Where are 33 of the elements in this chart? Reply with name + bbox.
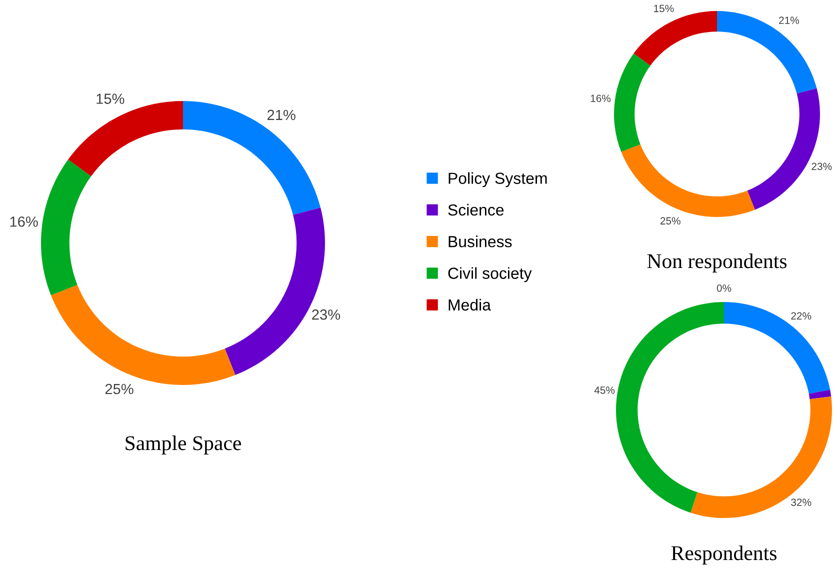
donut-slice [690, 396, 832, 518]
donut-slice [634, 11, 717, 66]
donut-slice [50, 284, 236, 385]
legend-label: Media [448, 298, 491, 311]
donut-slice [808, 390, 832, 400]
donut-slice [717, 11, 817, 94]
donut-slice [614, 53, 650, 152]
data-label: 25% [660, 217, 680, 225]
data-label: 25% [105, 384, 134, 394]
donut-slice [616, 302, 724, 513]
legend-label: Science [448, 204, 504, 216]
data-label: 45% [594, 386, 615, 394]
text: Non respondents [647, 254, 787, 272]
data-label: 22% [791, 312, 812, 320]
data-label: 21% [267, 110, 296, 120]
data-label: 16% [10, 216, 38, 227]
data-label: 21% [779, 16, 800, 24]
data-label: 23% [312, 309, 340, 320]
data-label: 15% [654, 4, 674, 12]
donut-slice [724, 302, 830, 394]
donut-slice [41, 160, 92, 296]
data-label: 15% [96, 94, 124, 104]
legend-label: Business [448, 236, 512, 248]
text: Sample Space [126, 436, 241, 454]
data-label: 32% [791, 498, 812, 506]
text: Respondents [671, 546, 776, 564]
legend-label: Civil society [448, 267, 532, 282]
donut-slice [183, 101, 321, 215]
legend-label: Policy System [448, 172, 547, 188]
donut-slice [621, 144, 755, 217]
data-label: 16% [590, 94, 611, 102]
text: 0% [716, 284, 732, 292]
data-label: 23% [812, 162, 832, 170]
